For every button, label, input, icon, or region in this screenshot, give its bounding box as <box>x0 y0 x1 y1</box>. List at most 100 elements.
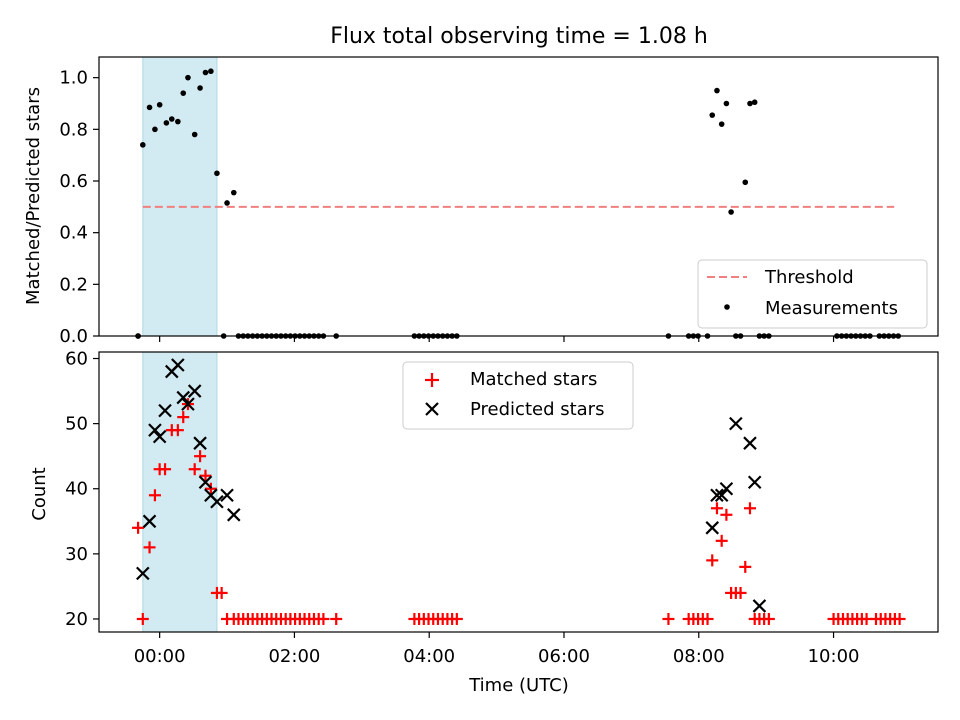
matched-star-point <box>739 560 752 573</box>
measurement-point <box>146 104 153 111</box>
measurement-point <box>175 118 181 125</box>
matched-star-point <box>148 489 161 502</box>
predicted-star-point <box>136 566 150 581</box>
top-ytick-label: 0.6 <box>59 171 88 192</box>
top-panel: 0.0 0.2 0.4 0.6 0.8 1.0 Matched/Predicted sta… <box>23 56 939 347</box>
top-x-axis-ticks <box>159 336 835 342</box>
measurement-point <box>197 85 203 91</box>
legend-predicted-label: Predicted stars <box>470 399 604 420</box>
matched-star-point <box>136 612 149 625</box>
bottom-legend-box <box>402 361 634 430</box>
xtick-label: 10:00 <box>808 646 860 667</box>
bottom-ytick-label: 20 <box>65 609 88 630</box>
top-ytick-label: 0.0 <box>59 326 88 347</box>
measurement-point <box>714 87 720 94</box>
measurement-point <box>214 170 220 177</box>
matched-stars-points <box>132 398 906 625</box>
predicted-star-point <box>198 475 213 490</box>
top-ytick-label: 0.8 <box>59 119 88 140</box>
matched-star-point <box>199 469 212 482</box>
bottom-ytick-label: 30 <box>65 544 88 565</box>
matched-star-point <box>715 534 728 547</box>
predicted-star-point <box>705 521 720 535</box>
matched-star-point <box>317 612 330 625</box>
figure-title: Flux total observing time = 1.08 h <box>330 24 708 49</box>
top-legend-box <box>697 259 928 329</box>
matched-star-point <box>720 508 733 521</box>
legend-predicted-swatch <box>425 402 439 416</box>
measurement-point <box>140 142 146 148</box>
legend-measurements-label: Measurements <box>765 298 898 319</box>
predicted-star-point <box>176 390 191 405</box>
measurement-point <box>718 121 725 127</box>
legend-matched-swatch <box>425 373 439 387</box>
measurement-point <box>230 189 237 196</box>
xtick-label: 00:00 <box>134 646 186 667</box>
xtick-label: 04:00 <box>403 646 455 667</box>
matched-star-point <box>743 502 756 515</box>
measurement-point <box>156 101 163 108</box>
xtick-label: 08:00 <box>673 646 725 667</box>
matched-star-point <box>893 612 906 625</box>
measurement-point <box>185 74 191 81</box>
legend-threshold-label: Threshold <box>764 267 854 288</box>
measurement-point <box>163 120 170 126</box>
matched-star-point <box>194 450 207 463</box>
bottom-ytick-label: 60 <box>65 349 88 370</box>
measurement-point <box>152 126 158 133</box>
predicted-star-point <box>719 481 734 496</box>
x-axis-label: Time (UTC) <box>468 675 569 696</box>
bottom-y-axis-label: Count <box>29 467 50 520</box>
measurement-point <box>723 100 730 107</box>
bottom-ytick-label: 40 <box>65 479 88 500</box>
bottom-ytick-label: 50 <box>65 414 88 435</box>
predicted-star-point <box>171 358 185 372</box>
predicted-star-point <box>710 488 724 503</box>
predicted-star-point <box>158 403 172 418</box>
matched-star-point <box>710 502 723 515</box>
predicted-star-point <box>752 599 767 613</box>
measurement-point <box>208 68 214 75</box>
top-plot-frame <box>98 56 939 337</box>
predicted-star-point <box>187 384 202 398</box>
predicted-star-point <box>210 494 224 509</box>
predicted-star-point <box>148 423 162 437</box>
top-ytick-label: 0.4 <box>59 223 88 244</box>
matched-star-point <box>171 424 184 437</box>
predicted-star-point <box>747 475 762 490</box>
predicted-star-point <box>227 508 241 522</box>
matched-star-point <box>132 521 145 534</box>
matched-star-point <box>762 612 775 625</box>
matched-star-point <box>177 411 190 424</box>
top-ytick-label: 0.2 <box>59 274 88 295</box>
predicted-star-point <box>714 488 729 503</box>
xtick-label: 02:00 <box>268 646 320 667</box>
predicted-star-point <box>181 397 195 411</box>
top-y-axis-label: Matched/Predicted stars <box>23 87 44 305</box>
matched-star-point <box>450 612 463 625</box>
matched-star-point <box>215 586 228 599</box>
legend-matched-label: Matched stars <box>470 369 597 390</box>
measurement-point <box>709 112 716 118</box>
measurement-point <box>202 69 209 76</box>
measurement-point <box>168 116 175 122</box>
measurement-point <box>180 90 187 96</box>
top-shaded-interval <box>142 56 218 337</box>
measurement-point <box>728 209 734 215</box>
measurement-point <box>742 179 749 186</box>
matched-star-point <box>734 586 747 599</box>
predicted-stars-points <box>136 358 767 613</box>
top-shaded-span <box>142 56 218 337</box>
bottom-plot-frame <box>98 351 939 633</box>
predicted-star-point <box>743 436 757 450</box>
predicted-star-point <box>152 429 167 444</box>
xtick-label: 06:00 <box>538 646 590 667</box>
matched-star-point <box>701 612 714 625</box>
measurement-point <box>751 99 758 106</box>
bottom-panel: 20 30 40 50 60 00:00 02:00 04:00 06:00 08:00 10:0… <box>29 349 939 696</box>
matched-star-point <box>330 612 343 625</box>
top-ytick-label: 1.0 <box>59 68 88 89</box>
bottom-legend: Matched stars Predicted stars <box>402 361 634 430</box>
predicted-star-point <box>220 488 234 503</box>
